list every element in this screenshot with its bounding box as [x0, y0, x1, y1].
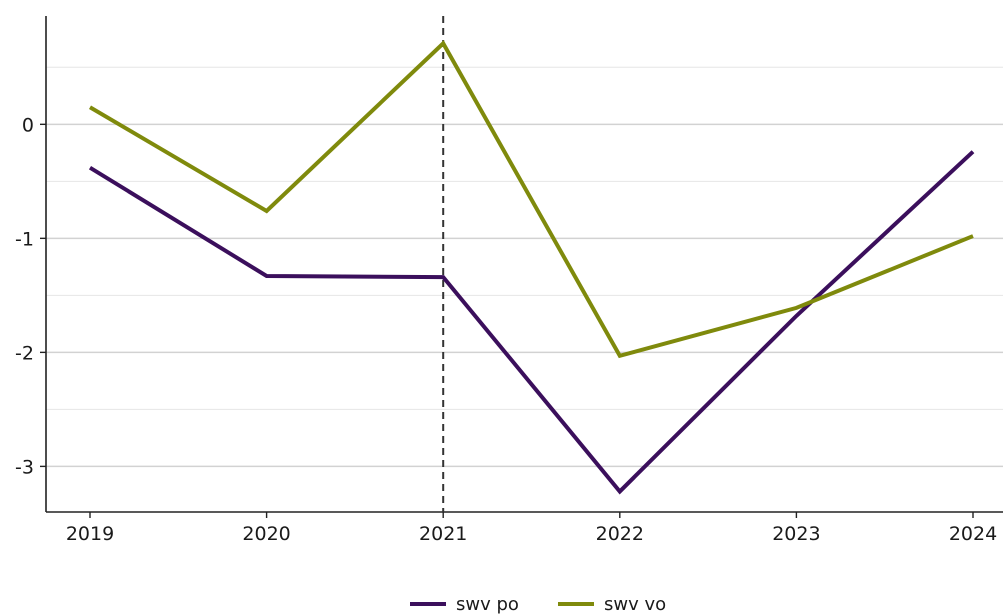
y-tick-label: -2	[15, 342, 34, 364]
data-point	[794, 314, 798, 318]
x-tick-label: 2024	[949, 523, 997, 545]
x-tick-label: 2020	[242, 523, 290, 545]
data-point	[971, 234, 975, 238]
series-lines	[88, 40, 975, 495]
y-tick-label: 0	[22, 114, 34, 136]
data-point	[794, 306, 798, 310]
data-point	[88, 105, 92, 109]
x-tick-label: 2023	[772, 523, 820, 545]
data-point	[441, 41, 445, 45]
y-tick-label: -3	[15, 456, 34, 478]
x-tick-label: 2021	[419, 523, 467, 545]
x-axis-ticks: 2019 2020 2021 2022 2023 2024	[66, 512, 997, 545]
data-point	[618, 489, 622, 493]
data-point	[441, 275, 445, 279]
legend: swv po swv vo	[410, 594, 666, 615]
series-line-swv-po	[88, 150, 975, 495]
gridlines	[46, 66, 1003, 468]
data-point	[265, 209, 269, 213]
y-tick-label: -1	[15, 228, 34, 250]
x-tick-label: 2019	[66, 523, 114, 545]
legend-label: swv po	[456, 594, 519, 615]
series-line-swv-vo	[88, 40, 974, 359]
legend-label: swv vo	[604, 594, 666, 615]
data-point	[971, 150, 975, 154]
y-axis-ticks: 0 -1 -2 -3	[15, 114, 46, 478]
x-tick-label: 2022	[596, 523, 644, 545]
data-point	[265, 274, 269, 278]
data-point	[618, 354, 622, 358]
data-point	[88, 166, 92, 170]
